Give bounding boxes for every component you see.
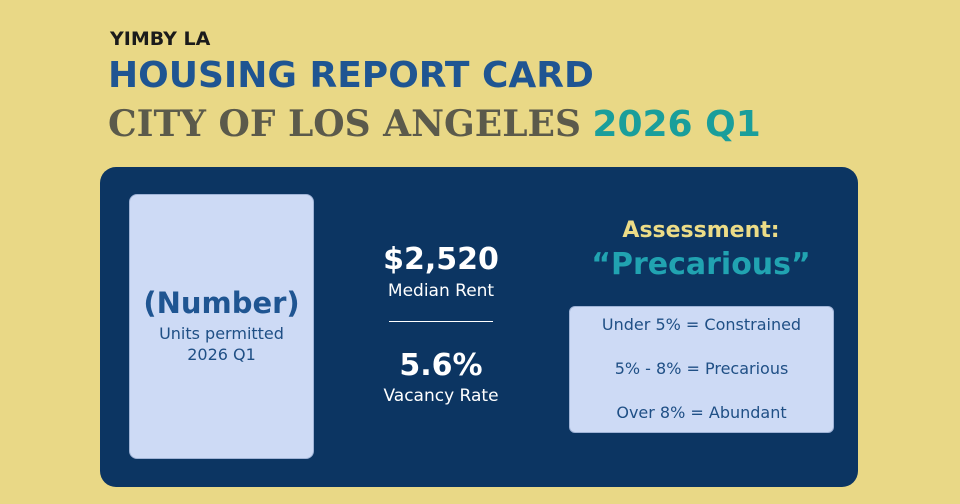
stat-label: Median Rent — [387, 281, 495, 301]
assessment-rating: “Precarious” — [591, 247, 811, 282]
scale-box — [569, 306, 834, 433]
stat-label: Vacancy Rate — [383, 386, 499, 406]
city: CITY OF LOS ANGELES — [108, 103, 581, 145]
period: 2026 Q1 — [592, 104, 761, 145]
assessment-heading: Assessment: — [622, 218, 780, 243]
org-name: YIMBY LA — [110, 28, 211, 50]
permits-value: (Number) — [143, 286, 300, 320]
stat-value: 5.6% — [399, 348, 483, 383]
scale-item: 5% - 8% = Precarious — [614, 359, 789, 378]
permits-box — [129, 194, 314, 459]
scale-item: Over 8% = Abundant — [616, 403, 787, 422]
scale-item: Under 5% = Constrained — [601, 315, 802, 334]
permits-label: Units permitted — [159, 324, 284, 343]
stat-value: $2,520 — [383, 242, 499, 277]
subtitle: CITY OF LOS ANGELES 2026 Q1 — [108, 103, 761, 145]
divider — [389, 321, 493, 322]
report-title: HOUSING REPORT CARD — [108, 55, 594, 96]
permits-period: 2026 Q1 — [187, 345, 256, 364]
